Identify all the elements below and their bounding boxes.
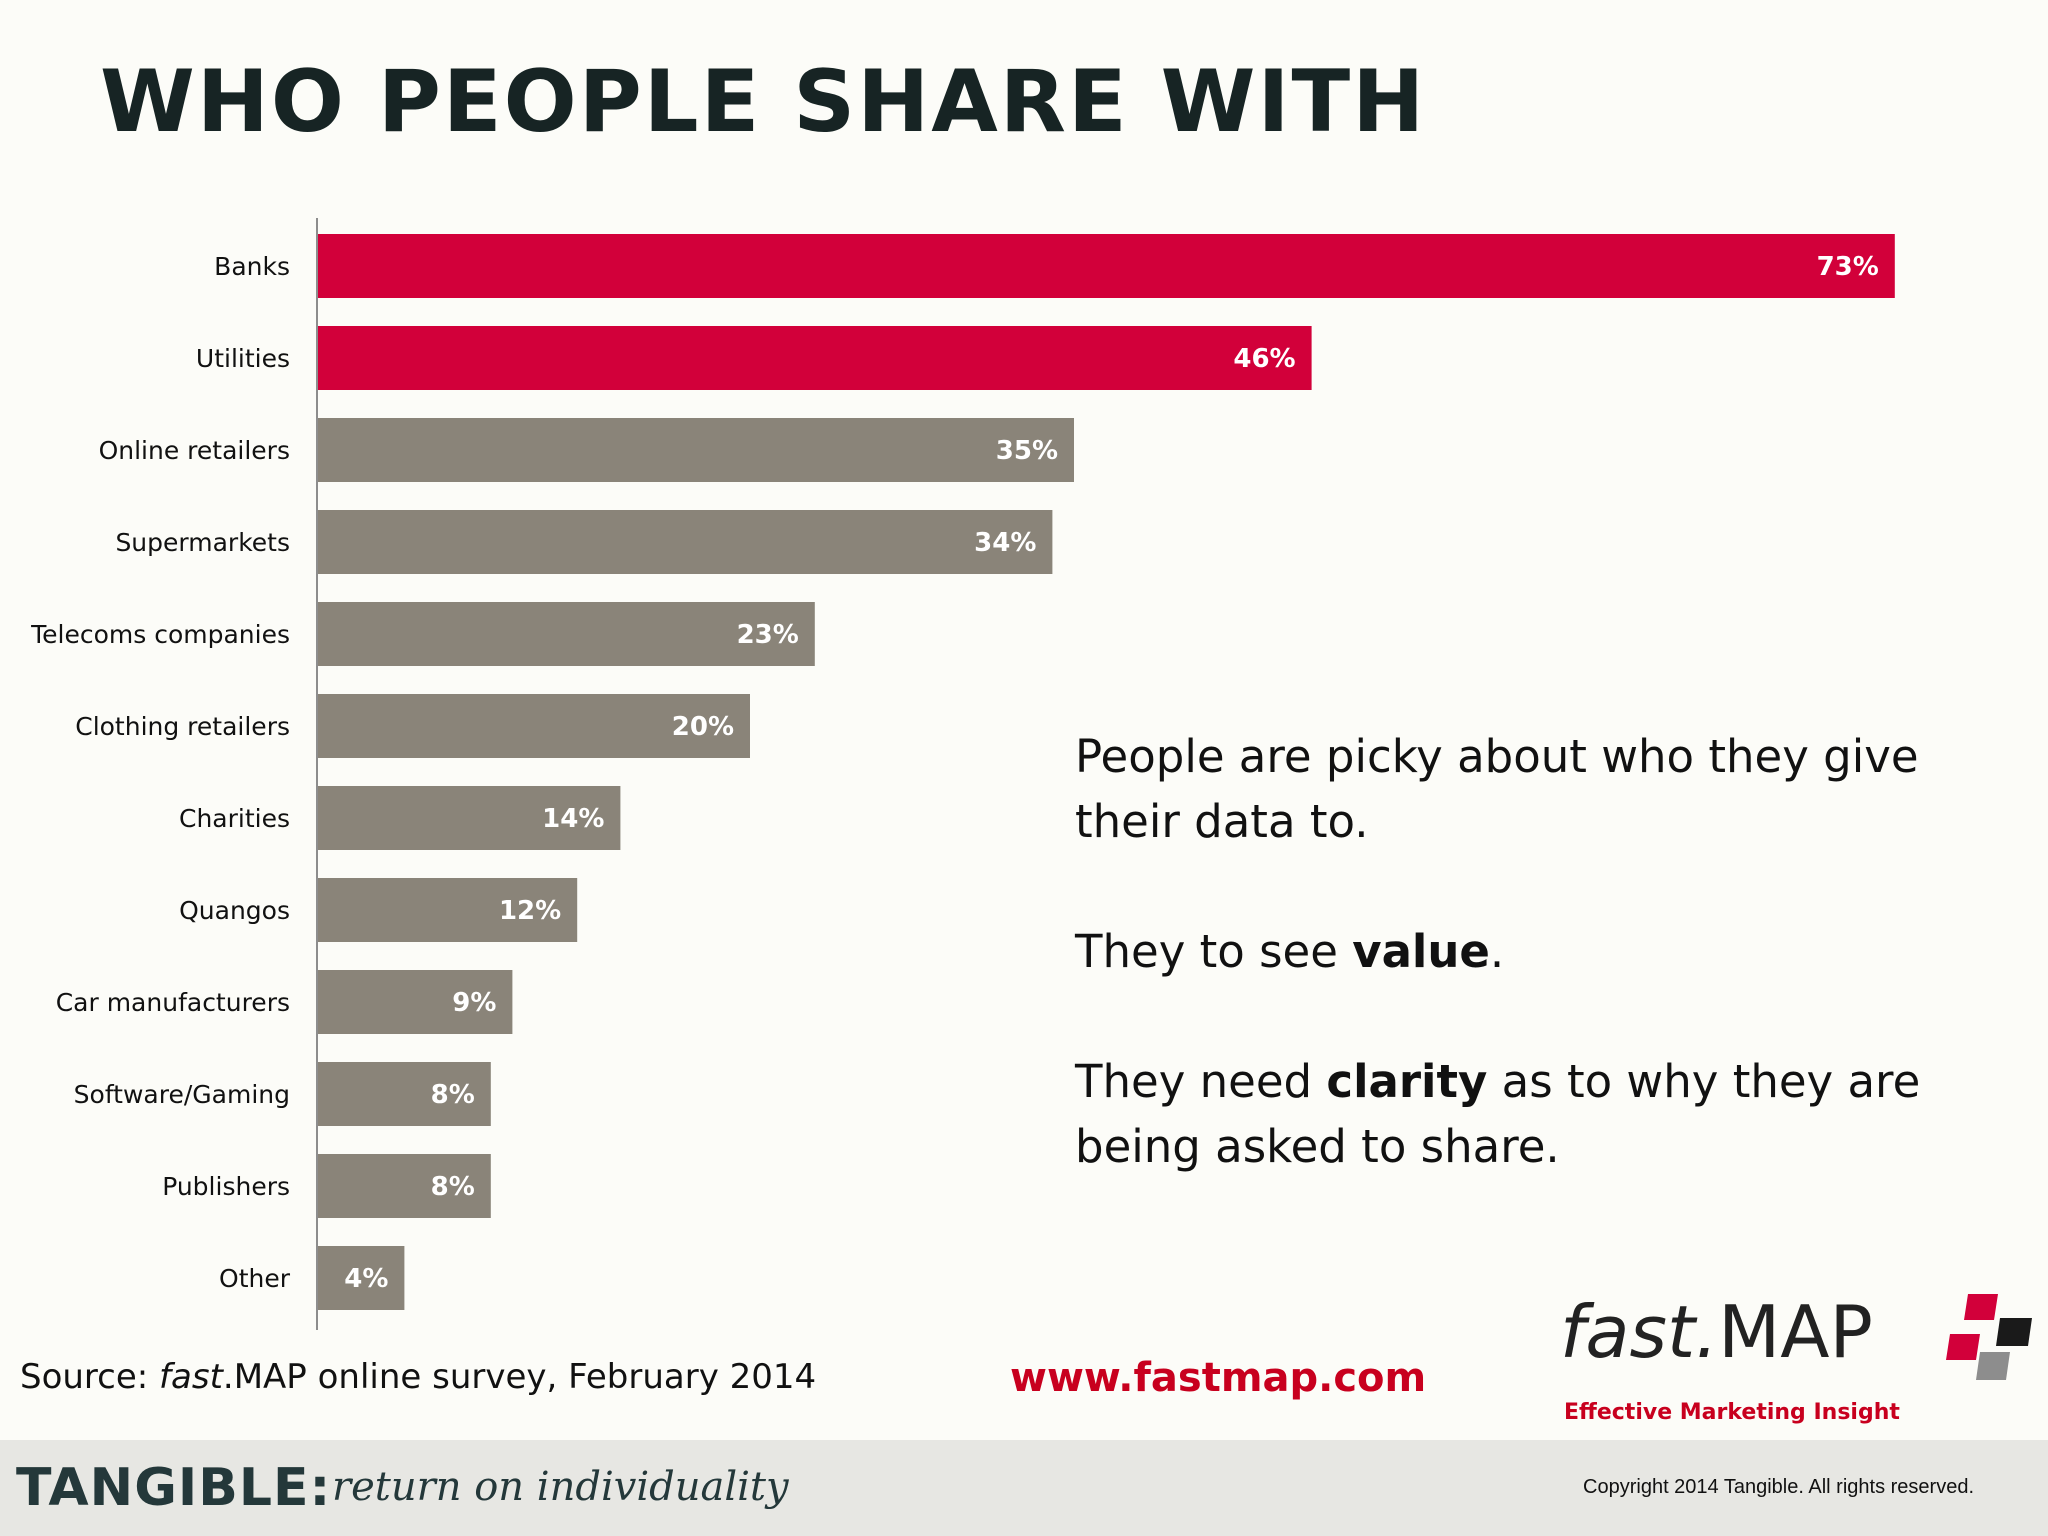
category-label: Telecoms companies xyxy=(30,620,290,649)
category-label: Charities xyxy=(179,804,290,833)
category-label: Online retailers xyxy=(99,436,290,465)
bar-1 xyxy=(318,326,1312,390)
tangible-brand: TANGIBLE: xyxy=(16,1458,332,1518)
bar-10 xyxy=(318,1154,491,1218)
bar-0 xyxy=(318,234,1895,298)
category-label: Supermarkets xyxy=(115,528,290,557)
bar-3 xyxy=(318,510,1053,574)
bar-9 xyxy=(318,1062,491,1126)
category-label: Quangos xyxy=(179,896,290,925)
bar-5 xyxy=(318,694,750,758)
value-label: 9% xyxy=(452,988,496,1018)
bar-11 xyxy=(318,1246,405,1310)
callout-text: People are picky about who they give the… xyxy=(1075,724,1975,1244)
value-label: 8% xyxy=(431,1172,475,1202)
category-label: Banks xyxy=(214,252,290,281)
value-label: 34% xyxy=(974,528,1036,558)
page-title: WHO PEOPLE SHARE WITH xyxy=(100,52,1427,152)
bar-8 xyxy=(318,970,513,1034)
value-label: 12% xyxy=(499,896,561,926)
fastmap-logo: fast.MAP Effective Marketing Insight xyxy=(1560,1290,2040,1430)
callout-line-2: They to see value. xyxy=(1075,925,1505,978)
bar-6 xyxy=(318,786,621,850)
value-label: 14% xyxy=(542,804,604,834)
category-label: Car manufacturers xyxy=(56,988,290,1017)
value-label: 23% xyxy=(737,620,799,650)
category-label: Other xyxy=(219,1264,291,1293)
value-label: 4% xyxy=(344,1264,388,1294)
value-label: 35% xyxy=(996,436,1058,466)
logo-wordmark: fast.MAP xyxy=(1560,1290,1873,1374)
logo-tagline: Effective Marketing Insight xyxy=(1564,1400,1900,1425)
value-label: 73% xyxy=(1817,252,1879,282)
bar-chart: Banks 73% Utilities 46% Online retailers 35% S… xyxy=(30,218,1895,1330)
callout-line-1: People are picky about who they give the… xyxy=(1075,730,1919,848)
bar-2 xyxy=(318,418,1074,482)
brand-tagline: return on individuality xyxy=(332,1464,789,1510)
logo-squares-icon xyxy=(1946,1294,2032,1380)
value-label: 46% xyxy=(1233,344,1295,374)
source-note: Source: fast.MAP online survey, February… xyxy=(20,1357,817,1397)
footer-bar: TANGIBLE: return on individuality Copyri… xyxy=(0,1440,2048,1536)
category-label: Clothing retailers xyxy=(75,712,290,741)
copyright-text: Copyright 2014 Tangible. All rights rese… xyxy=(1583,1476,1974,1498)
bar-7 xyxy=(318,878,578,942)
callout-line-3: They need clarity as to why they are bei… xyxy=(1075,1055,1921,1173)
value-label: 20% xyxy=(672,712,734,742)
category-label: Software/Gaming xyxy=(74,1080,290,1109)
website-link[interactable]: www.fastmap.com xyxy=(1010,1355,1427,1401)
value-label: 8% xyxy=(431,1080,475,1110)
category-label: Publishers xyxy=(162,1172,290,1201)
category-label: Utilities xyxy=(196,344,290,373)
bar-4 xyxy=(318,602,815,666)
